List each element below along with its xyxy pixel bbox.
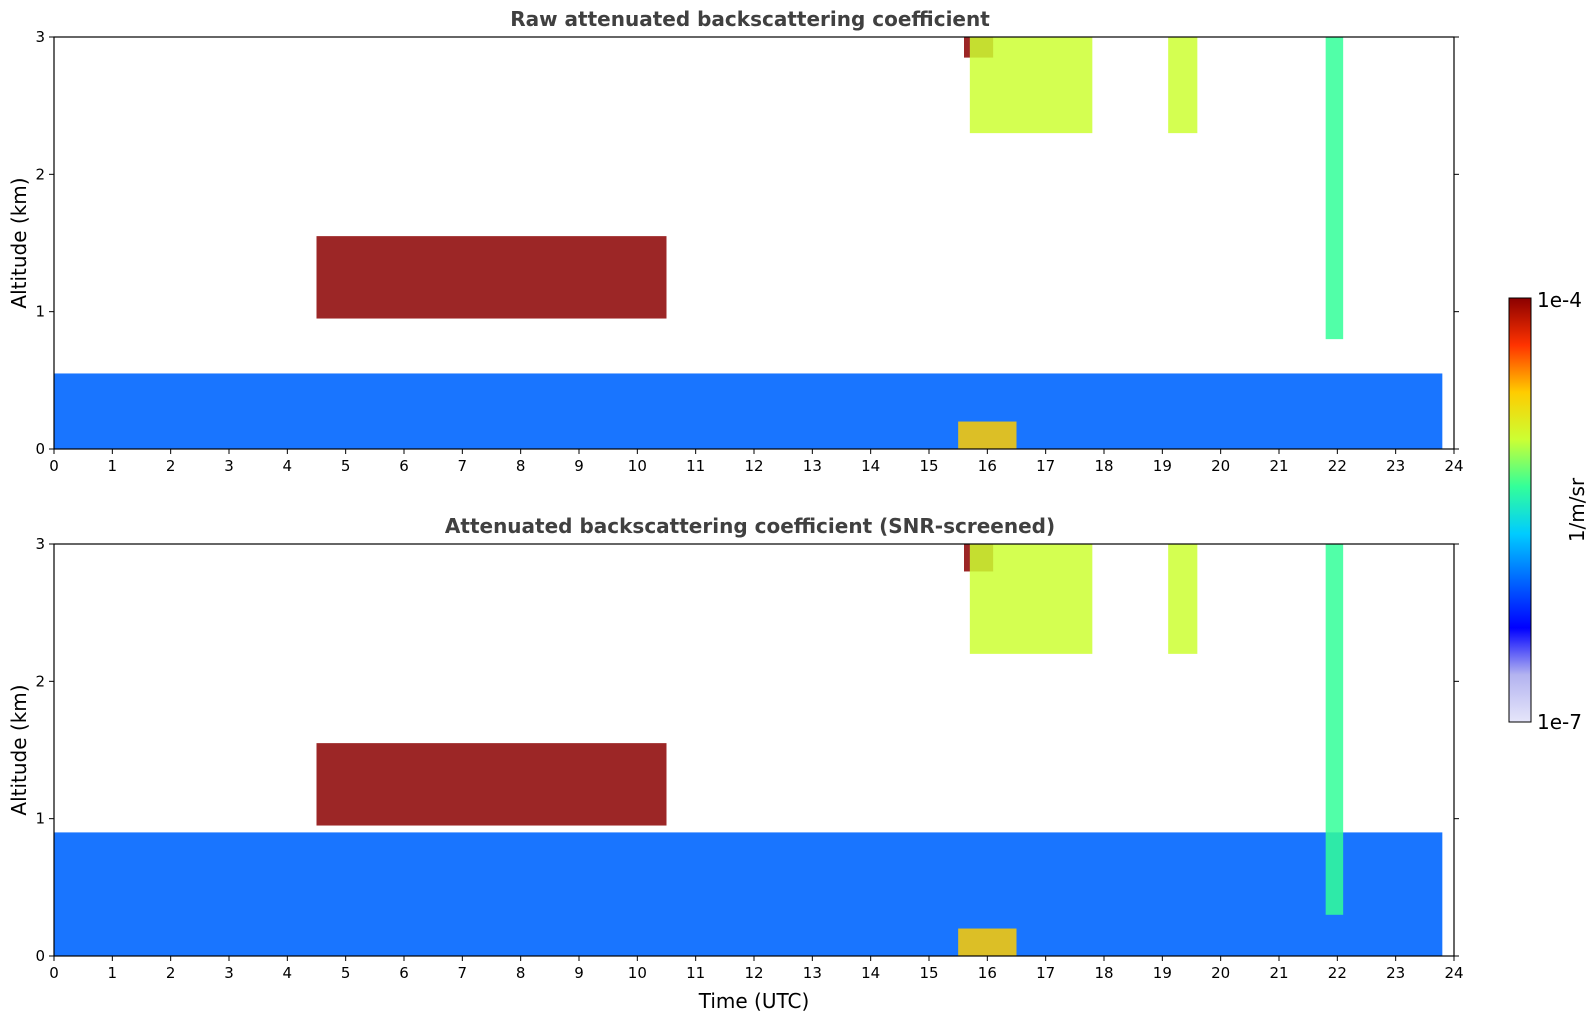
heatmap-region-fall-streaks xyxy=(1168,544,1198,654)
x-tick-label: 6 xyxy=(399,964,409,982)
x-tick-label: 8 xyxy=(516,457,526,475)
x-tick-label: 0 xyxy=(49,964,59,982)
heatmap-region-cloud-layer xyxy=(316,236,667,319)
bottom-panel: Attenuated backscattering coefficient (S… xyxy=(7,514,1464,1013)
heatmap-region-surface-precipitation xyxy=(958,421,1017,449)
x-tick-label: 8 xyxy=(516,964,526,982)
top-x-ticks: 0 1 2 3 4 5 6 7 8 9 10 11 12 13 14 15 16 17 18 19 20 21 22 23 24 xyxy=(49,449,1464,475)
x-tick-label: 4 xyxy=(283,457,293,475)
bottom-x-axis-label: Time (UTC) xyxy=(698,989,810,1013)
x-tick-label: 1 xyxy=(108,457,118,475)
x-tick-label: 3 xyxy=(224,457,234,475)
bottom-heatmap xyxy=(54,544,1443,956)
x-tick-label: 19 xyxy=(1153,964,1172,982)
y-tick-label: 3 xyxy=(35,28,45,46)
x-tick-label: 16 xyxy=(978,964,997,982)
x-tick-label: 20 xyxy=(1211,964,1230,982)
heatmap-region-fall-streaks xyxy=(1168,37,1198,134)
heatmap-region-fall-streak xyxy=(1325,544,1344,915)
x-tick-label: 0 xyxy=(49,457,59,475)
x-tick-label: 16 xyxy=(978,457,997,475)
y-tick-label: 0 xyxy=(35,947,45,965)
heatmap-region-boundary-layer xyxy=(54,832,1443,956)
x-tick-label: 1 xyxy=(108,964,118,982)
x-tick-label: 10 xyxy=(628,457,647,475)
top-panel: Raw attenuated backscattering coefficien… xyxy=(7,7,1464,475)
x-tick-label: 5 xyxy=(341,964,351,982)
x-tick-label: 11 xyxy=(686,457,705,475)
x-tick-label: 15 xyxy=(919,964,938,982)
top-y-axis-label: Altitude (km) xyxy=(7,177,31,308)
x-tick-label: 22 xyxy=(1328,457,1347,475)
x-tick-label: 21 xyxy=(1269,964,1288,982)
colorbar: 1e-4 1e-7 1/m/sr xyxy=(1508,288,1589,734)
x-tick-label: 24 xyxy=(1444,457,1463,475)
x-tick-label: 18 xyxy=(1094,964,1113,982)
x-tick-label: 19 xyxy=(1153,457,1172,475)
x-tick-label: 2 xyxy=(166,964,176,982)
heatmap-region-boundary-layer xyxy=(54,373,1443,449)
top-y-ticks: 0 1 2 3 xyxy=(35,28,1459,458)
x-tick-label: 13 xyxy=(803,964,822,982)
bottom-panel-title: Attenuated backscattering coefficient (S… xyxy=(445,514,1055,538)
x-tick-label: 10 xyxy=(628,964,647,982)
top-heatmap xyxy=(54,37,1443,449)
bottom-y-axis-label: Altitude (km) xyxy=(7,684,31,815)
x-tick-label: 5 xyxy=(341,457,351,475)
x-tick-label: 18 xyxy=(1094,457,1113,475)
x-tick-label: 4 xyxy=(283,964,293,982)
heatmap-region-cloud-layer xyxy=(316,743,667,826)
x-tick-label: 7 xyxy=(458,457,468,475)
y-tick-label: 2 xyxy=(35,165,45,183)
colorbar-unit-label: 1/m/sr xyxy=(1565,477,1589,542)
y-tick-label: 1 xyxy=(35,303,45,321)
heatmap-region-fall-streak xyxy=(1325,37,1344,340)
x-tick-label: 22 xyxy=(1328,964,1347,982)
colorbar-max-label: 1e-4 xyxy=(1537,288,1582,312)
x-tick-label: 21 xyxy=(1269,457,1288,475)
x-tick-label: 2 xyxy=(166,457,176,475)
x-tick-label: 9 xyxy=(574,457,584,475)
heatmap-region-fall-streaks xyxy=(969,37,1093,134)
x-tick-label: 23 xyxy=(1386,457,1405,475)
x-tick-label: 6 xyxy=(399,457,409,475)
x-tick-label: 12 xyxy=(744,457,763,475)
x-tick-label: 14 xyxy=(861,457,880,475)
x-tick-label: 12 xyxy=(744,964,763,982)
x-tick-label: 17 xyxy=(1036,964,1055,982)
y-tick-label: 1 xyxy=(35,810,45,828)
x-tick-label: 13 xyxy=(803,457,822,475)
y-tick-label: 2 xyxy=(35,672,45,690)
x-tick-label: 7 xyxy=(458,964,468,982)
y-tick-label: 3 xyxy=(35,535,45,553)
heatmap-region-fall-streaks xyxy=(969,544,1093,654)
top-panel-title: Raw attenuated backscattering coefficien… xyxy=(510,7,990,31)
x-tick-label: 14 xyxy=(861,964,880,982)
heatmap-region-surface-precipitation xyxy=(958,928,1017,956)
bottom-y-ticks: 0 1 2 3 xyxy=(35,535,1459,965)
colorbar-min-label: 1e-7 xyxy=(1537,710,1582,734)
x-tick-label: 20 xyxy=(1211,457,1230,475)
y-tick-label: 0 xyxy=(35,440,45,458)
colorbar-gradient xyxy=(1508,297,1532,723)
x-tick-label: 9 xyxy=(574,964,584,982)
bottom-x-ticks: 0 1 2 3 4 5 6 7 8 9 10 11 12 13 14 15 16 17 18 19 20 21 22 23 24 xyxy=(49,956,1464,982)
x-tick-label: 23 xyxy=(1386,964,1405,982)
x-tick-label: 15 xyxy=(919,457,938,475)
x-tick-label: 11 xyxy=(686,964,705,982)
x-tick-label: 17 xyxy=(1036,457,1055,475)
x-tick-label: 24 xyxy=(1444,964,1463,982)
x-tick-label: 3 xyxy=(224,964,234,982)
